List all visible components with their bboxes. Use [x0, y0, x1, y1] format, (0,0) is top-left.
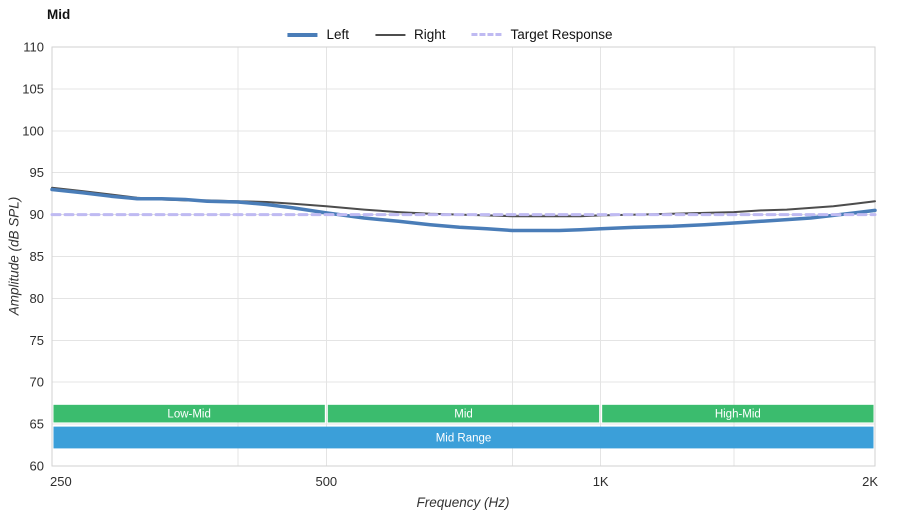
legend-item-target-response[interactable]: Target Response: [471, 27, 613, 42]
y-tick-label: 65: [30, 417, 44, 432]
series-right-line: [51, 186, 876, 218]
band-mid-range: [53, 426, 874, 449]
y-tick-label: 70: [30, 375, 44, 390]
x-tick-label: 2K: [862, 474, 878, 489]
band-label: Mid: [454, 409, 473, 421]
y-tick-label: 95: [30, 165, 44, 180]
legend-item-right[interactable]: Right: [374, 27, 446, 42]
x-axis-label: Frequency (Hz): [416, 495, 510, 510]
right-line-swatch: [374, 33, 405, 36]
legend-label-target-response: Target Response: [510, 27, 613, 42]
y-tick-label: 105: [22, 81, 44, 96]
plot-border: [51, 46, 876, 467]
legend-label-right: Right: [413, 27, 446, 42]
y-axis-label: Amplitude (dB SPL): [6, 196, 22, 316]
series-left-line: [50, 187, 877, 233]
chart-legend: Left Right Target Response: [287, 27, 613, 42]
band-label: Low-Mid: [167, 409, 210, 421]
legend-label-left: Left: [326, 27, 349, 42]
legend-item-left[interactable]: Left: [287, 27, 349, 42]
y-tick-label: 60: [30, 459, 44, 474]
x-tick-label: 1K: [593, 474, 609, 489]
y-tick-label: 110: [23, 40, 44, 55]
left-line-swatch: [287, 32, 318, 37]
x-tick-label: 250: [50, 474, 72, 489]
band-label: High-Mid: [715, 409, 761, 421]
target-response-line-swatch: [471, 33, 502, 36]
chart-title: Mid: [47, 7, 71, 22]
band-label: Mid Range: [436, 433, 492, 445]
band-high-mid: [602, 404, 874, 423]
y-tick-label: 75: [30, 333, 44, 348]
y-tick-label: 100: [22, 123, 44, 138]
x-tick-label: 500: [315, 474, 337, 489]
y-tick-label: 85: [30, 249, 44, 264]
y-tick-label: 90: [30, 207, 44, 222]
band-low-mid: [53, 404, 325, 423]
band-mid: [327, 404, 600, 423]
y-tick-label: 80: [30, 291, 44, 306]
